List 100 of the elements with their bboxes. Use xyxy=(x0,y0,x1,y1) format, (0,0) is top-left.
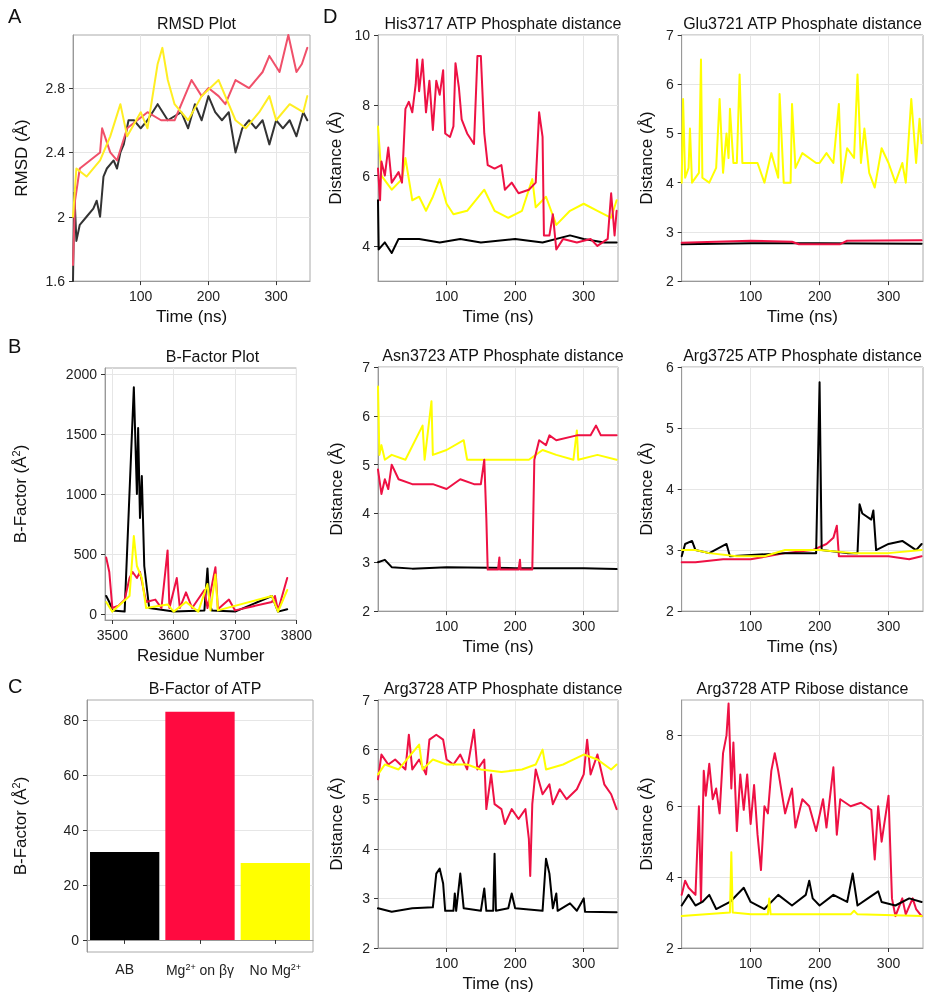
y-axis-title: Distance (Å) xyxy=(325,111,345,205)
y-tick-label: 2000 xyxy=(65,366,98,382)
line-series xyxy=(680,702,923,918)
x-tick-label: 100 xyxy=(738,618,763,635)
x-tick-label: 3600 xyxy=(158,627,190,643)
x-tick-label: 100 xyxy=(738,955,763,971)
y-tick-label: 3 xyxy=(665,223,674,240)
y-tick-label: 4 xyxy=(665,481,674,498)
x-tick-label: 200 xyxy=(503,955,528,971)
chart-title: B-Factor of ATP xyxy=(148,679,262,697)
y-tick-label: 6 xyxy=(665,798,674,815)
x-tick-label: 200 xyxy=(807,955,832,971)
y-tick-label: 6 xyxy=(362,741,371,758)
y-tick-label: 20 xyxy=(63,876,80,893)
x-axis-title: Time (ns) xyxy=(462,637,534,656)
y-tick-label: 60 xyxy=(63,767,80,784)
x-tick-label: 300 xyxy=(264,288,289,305)
x-tick-label: 300 xyxy=(572,955,596,971)
y-tick-label: 6 xyxy=(362,407,371,424)
y-axis-title: Distance (Å) xyxy=(327,442,346,536)
line-series xyxy=(377,728,618,878)
text: B xyxy=(8,335,22,357)
chart-title: Glu3721 ATP Phosphate distance xyxy=(683,14,922,32)
line-series xyxy=(377,558,618,571)
chart-title: Arg3728 ATP Phosphate distance xyxy=(383,679,623,697)
chart-title: RMSD Plot xyxy=(156,14,237,32)
chart-title: Arg3728 ATP Ribose distance xyxy=(696,679,909,697)
y-tick-label: 500 xyxy=(73,546,98,562)
y-tick-label: 7 xyxy=(362,692,371,708)
line-series xyxy=(377,743,618,776)
y-axis-title: B-Factor (Å2) xyxy=(9,776,30,876)
text: A xyxy=(8,5,22,27)
x-tick-label: 100 xyxy=(129,288,153,305)
y-tick-label: 5 xyxy=(665,420,674,437)
y-tick-label: 6 xyxy=(665,359,674,375)
line-series xyxy=(377,125,618,226)
chart-title: B-Factor Plot xyxy=(165,347,260,365)
x-tick-label: 3500 xyxy=(96,627,129,643)
y-tick-label: 2.4 xyxy=(45,144,66,161)
chart-title: Arg3725 ATP Phosphate distance xyxy=(683,346,922,364)
y-tick-label: 0 xyxy=(71,931,80,948)
y-tick-label: 8 xyxy=(665,727,674,744)
x-axis-title: Time (ns) xyxy=(462,307,534,326)
x-tick-label: 200 xyxy=(807,618,832,635)
y-tick-label: 5 xyxy=(362,791,371,808)
bar xyxy=(90,851,160,940)
line-series xyxy=(105,386,289,613)
y-tick-label: 2 xyxy=(362,940,371,956)
text: C xyxy=(8,675,23,697)
y-tick-label: 6 xyxy=(362,167,371,184)
x-tick-label: 200 xyxy=(503,618,528,635)
y-tick-label: 2 xyxy=(665,940,674,956)
x-axis-title: Time (ns) xyxy=(766,973,838,993)
line-series xyxy=(377,424,618,571)
x-tick-label: 100 xyxy=(738,288,763,305)
y-tick-label: 7 xyxy=(362,359,371,375)
x-tick-label: 100 xyxy=(434,288,459,305)
x-axis-title: Time (ns) xyxy=(155,307,228,326)
y-tick-label: 2 xyxy=(665,273,674,290)
x-tick-label: 3700 xyxy=(219,627,251,643)
y-tick-label: 80 xyxy=(63,712,80,729)
x-axis-title: Time (ns) xyxy=(766,637,838,656)
y-tick-label: 5 xyxy=(362,456,371,473)
y-tick-label: 8 xyxy=(362,97,371,114)
line-series xyxy=(72,46,309,218)
y-axis-title: Distance (Å) xyxy=(327,777,346,871)
line-series xyxy=(377,385,618,461)
x-tick-label: 300 xyxy=(572,288,596,305)
y-axis-title: Distance (Å) xyxy=(637,442,656,536)
y-tick-label: 3 xyxy=(362,554,371,571)
y-tick-label: 0 xyxy=(89,606,98,622)
text: D xyxy=(323,5,338,27)
y-tick-label: 7 xyxy=(665,27,674,43)
x-tick-label: 3800 xyxy=(280,627,313,643)
line-series xyxy=(377,55,618,251)
line-series xyxy=(680,58,923,189)
line-series xyxy=(680,872,923,911)
chart-title: Asn3723 ATP Phosphate distance xyxy=(382,346,624,364)
x-axis-title: Residue Number xyxy=(136,645,265,665)
bar xyxy=(240,862,310,940)
y-tick-label: 10 xyxy=(354,27,371,43)
line-series xyxy=(680,524,923,564)
chart-title: His3717 ATP Phosphate distance xyxy=(384,14,622,32)
x-tick-label: 100 xyxy=(434,955,459,971)
y-tick-label: 4 xyxy=(362,840,371,857)
x-tick-label: 200 xyxy=(196,288,221,305)
line-series xyxy=(377,199,618,254)
x-tick-label: 100 xyxy=(434,618,459,635)
x-tick-label: 300 xyxy=(876,618,901,635)
x-axis-title: Time (ns) xyxy=(766,307,838,326)
x-tick-label: AB xyxy=(115,961,135,977)
line-series xyxy=(72,34,309,267)
y-tick-label: 1.6 xyxy=(45,273,66,290)
x-tick-label: 300 xyxy=(572,618,596,635)
y-tick-label: 2 xyxy=(57,208,66,225)
line-series xyxy=(105,535,289,613)
line-series xyxy=(680,381,923,558)
y-tick-label: 4 xyxy=(665,174,674,191)
y-axis-title: B-Factor (Å2) xyxy=(9,444,30,544)
y-tick-label: 4 xyxy=(362,505,371,522)
